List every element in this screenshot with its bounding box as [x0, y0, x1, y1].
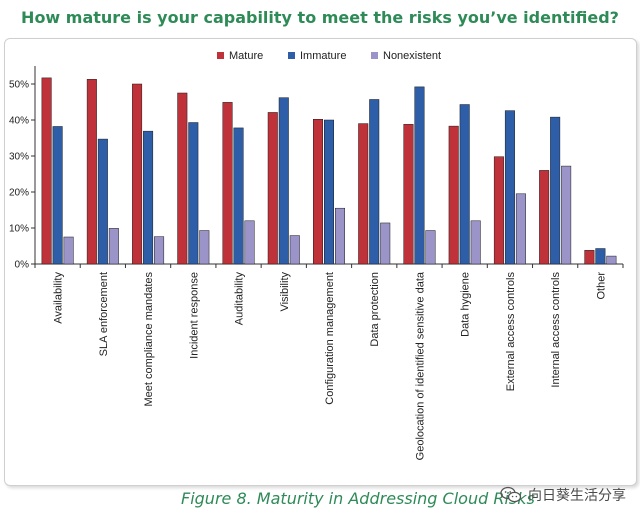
category-label: External access controls — [505, 272, 517, 392]
bar-immature — [97, 138, 108, 265]
bar-mature — [403, 124, 414, 265]
bar-immature — [550, 116, 561, 265]
y-tick-label: 50% — [9, 80, 29, 91]
bar-mature — [448, 125, 459, 265]
bar-nonexistent — [244, 220, 255, 265]
bar-mature — [584, 250, 595, 265]
category-label: Geolocation of identified sensitive data — [414, 271, 426, 460]
legend-label: Mature — [229, 50, 263, 62]
legend-label: Nonexistent — [383, 50, 441, 62]
bar-mature — [132, 83, 143, 265]
bar-mature — [313, 119, 323, 265]
bar-immature — [504, 110, 515, 265]
bar-mature — [41, 77, 52, 265]
y-tick-label: 40% — [9, 116, 29, 127]
bar-immature — [233, 127, 244, 265]
bar-immature — [414, 86, 425, 265]
bar-nonexistent — [425, 230, 436, 265]
figure-caption: Figure 8. Maturity in Addressing Cloud R… — [181, 489, 535, 508]
watermark: 向日葵生活分享 — [500, 485, 626, 505]
bar-nonexistent — [380, 222, 391, 265]
bar-immature — [278, 97, 289, 265]
bar-nonexistent — [335, 207, 345, 265]
bar-mature — [539, 170, 550, 265]
category-label: Meet compliance mandates — [143, 272, 155, 407]
bar-nonexistent — [63, 236, 74, 265]
bar-mature — [222, 102, 233, 265]
y-tick-label: 0% — [15, 260, 30, 271]
chart-panel: 0% 10% 20% 30% 40% 50% Availability SLA enforce… — [4, 38, 637, 486]
legend-swatch — [217, 52, 224, 59]
bar-immature — [324, 119, 334, 265]
bar-nonexistent — [199, 230, 210, 265]
bar-nonexistent — [470, 220, 481, 265]
category-label: Other — [595, 272, 607, 300]
bar-immature — [52, 126, 63, 265]
y-tick-label: 20% — [9, 188, 29, 199]
bar-mature — [177, 92, 188, 265]
category-label: Visibility — [279, 272, 291, 312]
bar-nonexistent — [606, 255, 617, 265]
bar-nonexistent — [289, 235, 300, 265]
bar-nonexistent — [108, 228, 119, 265]
y-tick-label: 10% — [9, 224, 29, 235]
bar-immature — [459, 104, 470, 265]
bar-immature — [143, 130, 154, 265]
figure-title: How mature is your capability to meet th… — [21, 8, 619, 27]
category-label: Internal access controls — [550, 272, 562, 388]
category-label: Data hygiene — [460, 272, 472, 337]
category-label: Configuration management — [324, 272, 336, 405]
legend-swatch — [371, 52, 378, 59]
legend-label: Immature — [300, 50, 346, 62]
bar-nonexistent — [515, 193, 526, 265]
category-label: Data protection — [369, 272, 381, 347]
category-label: Incident response — [188, 272, 200, 359]
category-label: Auditability — [234, 272, 246, 326]
watermark-text: 向日葵生活分享 — [528, 487, 626, 503]
bar-mature — [86, 79, 97, 265]
bar-immature — [595, 248, 606, 265]
legend-swatch — [288, 52, 295, 59]
bar-mature — [267, 112, 278, 265]
bar-nonexistent — [154, 236, 165, 265]
wechat-icon — [500, 486, 522, 504]
category-label: Availability — [53, 272, 65, 324]
bar-nonexistent — [561, 165, 572, 265]
y-tick-label: 30% — [9, 152, 29, 163]
bar-chart: 0% 10% 20% 30% 40% 50% Availability SLA enforce… — [9, 50, 624, 460]
category-label: SLA enforcement — [98, 272, 110, 356]
bar-immature — [188, 122, 199, 265]
bar-mature — [493, 156, 504, 265]
bar-mature — [358, 123, 369, 265]
bar-immature — [369, 99, 380, 265]
